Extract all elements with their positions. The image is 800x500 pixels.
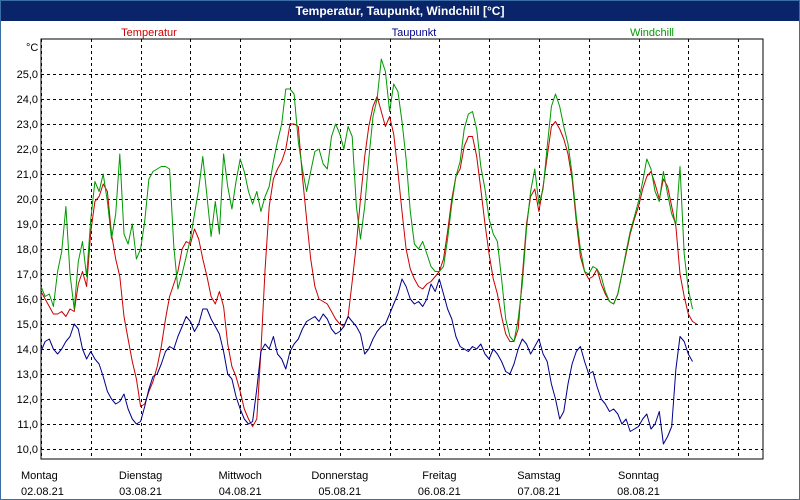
x-tick-date: 06.08.21 <box>418 486 461 498</box>
x-tick-day: Freitag <box>422 470 456 482</box>
series-group <box>40 58 697 445</box>
y-tick-label: 17,0 <box>17 269 38 281</box>
y-tick-label: 12,0 <box>17 394 38 406</box>
x-tick-day: Donnerstag <box>311 470 368 482</box>
x-tick-date: 03.08.21 <box>119 486 162 498</box>
legend: Temperatur Taupunkt Windchill <box>121 27 674 39</box>
legend-entry-windchill: Windchill <box>630 27 674 39</box>
y-tick-label: 14,0 <box>17 344 38 356</box>
x-tick-day: Mittwoch <box>218 470 261 482</box>
y-tick-label: 20,0 <box>17 194 38 206</box>
y-tick-label: 18,0 <box>17 244 38 256</box>
x-tick-day: Sonntag <box>618 470 659 482</box>
y-tick-label: 23,0 <box>17 119 38 131</box>
series-line-taupunkt <box>40 278 693 445</box>
x-tick-date: 07.08.21 <box>518 486 561 498</box>
legend-entry-taupunkt: Taupunkt <box>392 27 437 39</box>
series-line-temperatur <box>40 96 697 427</box>
y-tick-label: 15,0 <box>17 319 38 331</box>
x-tick-day: Montag <box>21 470 58 482</box>
x-tick-date: 02.08.21 <box>21 486 64 498</box>
series-line-windchill <box>40 58 693 342</box>
y-tick-label: 21,0 <box>17 169 38 181</box>
y-tick-label: 22,0 <box>17 144 38 156</box>
x-tick-date: 04.08.21 <box>219 486 262 498</box>
x-tick-date: 08.08.21 <box>617 486 660 498</box>
x-tick-day: Dienstag <box>119 470 162 482</box>
y-tick-label: 16,0 <box>17 294 38 306</box>
plot-area <box>40 38 764 460</box>
y-tick-label: 13,0 <box>17 369 38 381</box>
x-axis: Montag 02.08.21 Dienstag 03.08.21 Mittwoch 04… <box>21 470 660 498</box>
y-tick-label: 10,0 <box>17 444 38 456</box>
legend-entry-temperatur: Temperatur <box>121 27 177 39</box>
window-title: Temperatur, Taupunkt, Windchill [°C] <box>1 1 799 21</box>
x-tick-date: 05.08.21 <box>318 486 361 498</box>
y-tick-label: 24,0 <box>17 94 38 106</box>
grid <box>41 39 763 459</box>
y-tick-label: 25,0 <box>17 69 38 81</box>
y-unit-label: °C <box>26 42 38 54</box>
x-tick-day: Samstag <box>517 470 560 482</box>
y-tick-label: 19,0 <box>17 219 38 231</box>
y-tick-label: 11,0 <box>17 419 38 431</box>
y-axis: 10,0 11,0 12,0 13,0 14,0 15,0 16,0 17,0 18,0 19,0… <box>17 69 38 456</box>
